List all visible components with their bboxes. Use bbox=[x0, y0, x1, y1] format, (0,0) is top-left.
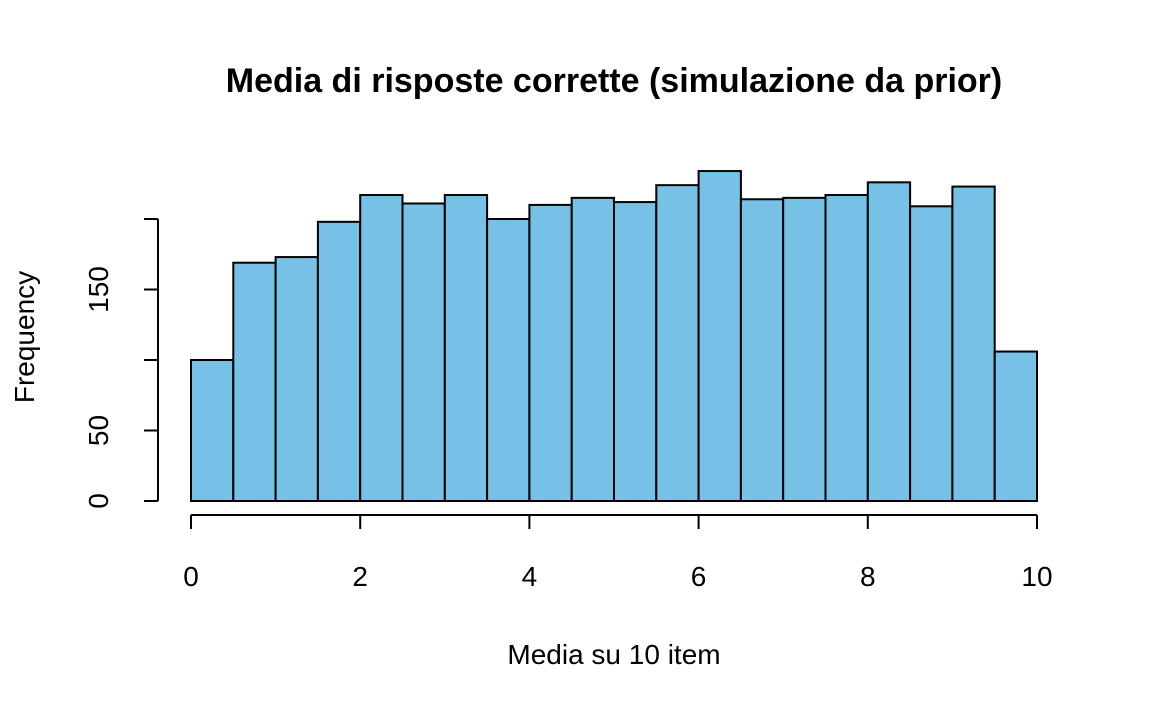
x-tick-label: 8 bbox=[860, 561, 876, 592]
histogram-bar bbox=[190, 359, 235, 502]
x-tick-label: 2 bbox=[352, 561, 368, 592]
histogram-bar bbox=[951, 185, 996, 502]
x-axis: 0 2 4 6 8 10 bbox=[183, 514, 1053, 592]
x-axis-label: Media su 10 item bbox=[507, 639, 720, 670]
histogram-bar bbox=[486, 218, 531, 502]
x-tick-label: 6 bbox=[691, 561, 707, 592]
histogram-bar bbox=[739, 198, 785, 502]
histogram-bar bbox=[232, 261, 277, 502]
histogram-bar bbox=[316, 220, 362, 502]
histogram-bar bbox=[274, 256, 319, 502]
histogram-bar bbox=[570, 196, 616, 502]
y-tick-label: 150 bbox=[83, 266, 114, 313]
y-tick-label: 0 bbox=[83, 493, 114, 509]
histogram-bar bbox=[443, 194, 489, 502]
histogram-bar bbox=[655, 184, 700, 502]
y-axis-label: Frequency bbox=[9, 271, 40, 403]
histogram-bar bbox=[782, 196, 827, 502]
histogram-bar bbox=[401, 202, 446, 503]
x-tick-label: 10 bbox=[1021, 561, 1052, 592]
histogram-bar bbox=[866, 181, 912, 502]
histogram-bar bbox=[909, 205, 954, 502]
x-tick-label: 0 bbox=[183, 561, 199, 592]
y-tick-label: 50 bbox=[83, 415, 114, 446]
histogram-bar bbox=[824, 194, 869, 502]
histogram-bar bbox=[359, 194, 404, 502]
histogram-bar bbox=[993, 350, 1039, 503]
histogram-bar bbox=[528, 203, 573, 502]
x-tick-label: 4 bbox=[522, 561, 538, 592]
histogram-bar bbox=[697, 170, 742, 502]
histogram-bars bbox=[190, 170, 1039, 503]
chart-title: Media di risposte corrette (simulazione … bbox=[226, 62, 1003, 100]
histogram-bar bbox=[613, 201, 658, 503]
y-axis: 0 50 150 bbox=[83, 218, 159, 509]
